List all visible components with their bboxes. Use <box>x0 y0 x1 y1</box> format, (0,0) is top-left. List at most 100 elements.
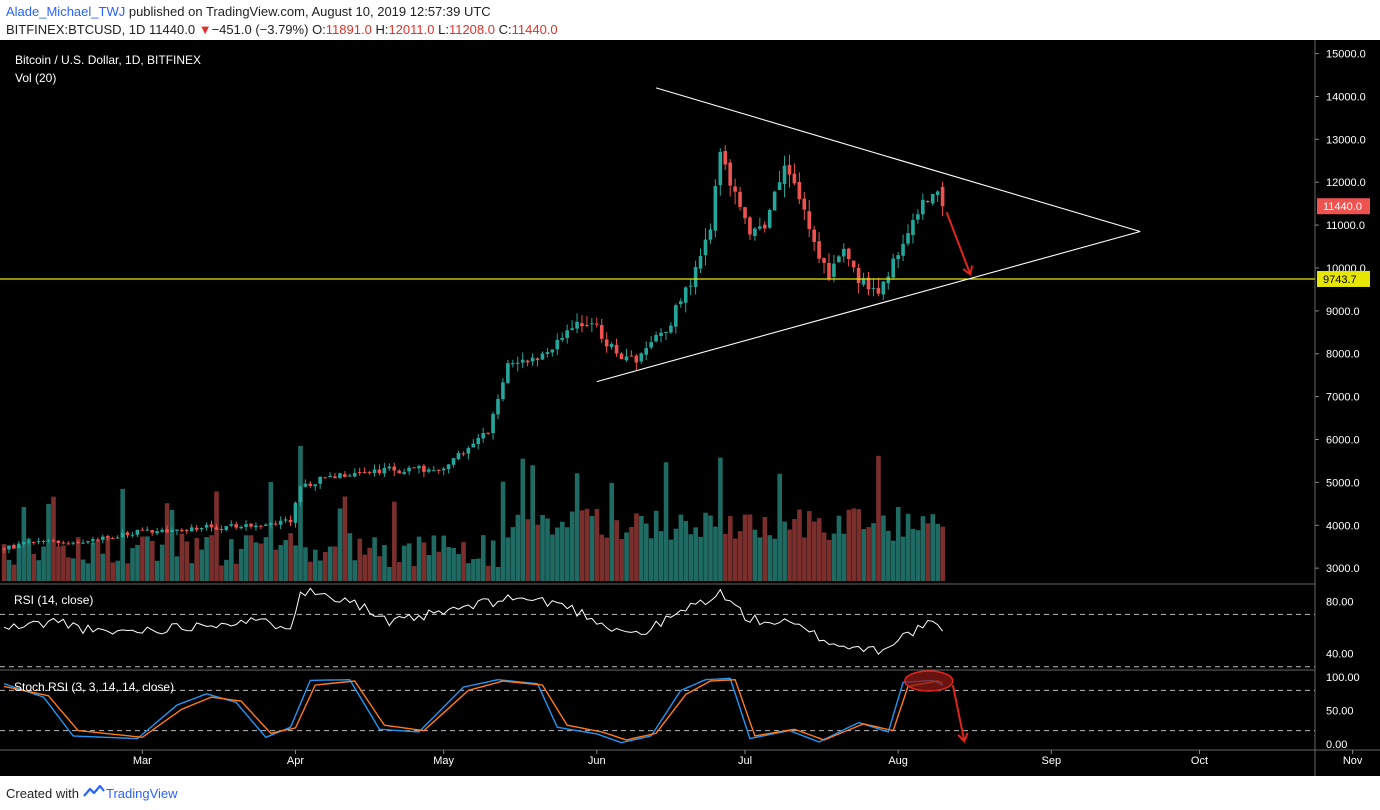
candle-body <box>362 471 367 473</box>
volume-bar <box>668 539 674 581</box>
candle-body <box>412 467 416 469</box>
candle-body <box>614 344 619 354</box>
volume-bar <box>930 514 936 581</box>
volume-bar <box>639 515 644 581</box>
candle-body <box>165 529 169 533</box>
candle-body <box>674 305 678 327</box>
candle-body <box>318 477 322 484</box>
candle-body <box>866 277 871 290</box>
volume-bar <box>387 566 392 581</box>
low-value: 11208.0 <box>448 22 495 37</box>
y-tick-label: 8000.0 <box>1326 349 1360 361</box>
candle-body <box>451 458 456 465</box>
volume-bar <box>841 533 847 581</box>
volume-bar <box>777 473 782 581</box>
candle-body <box>772 191 777 211</box>
triangle-lower-line <box>596 230 1141 383</box>
candle-body <box>254 525 258 528</box>
close-label: C: <box>498 22 512 37</box>
volume-bar <box>520 458 526 581</box>
volume-bar <box>609 482 615 581</box>
volume-bar <box>663 462 669 581</box>
volume-bar <box>31 553 37 581</box>
candle-body <box>343 474 347 477</box>
candle-body <box>234 524 238 528</box>
volume-bar <box>569 511 575 581</box>
volume-bar <box>327 546 333 581</box>
volume-bar <box>288 533 293 581</box>
candle-body <box>110 538 115 540</box>
volume-bar <box>238 548 244 581</box>
volume-bar <box>480 535 486 581</box>
created-with-text: Created with <box>6 786 79 801</box>
volume-bar <box>66 557 71 581</box>
volume-bar <box>678 514 684 581</box>
volume-bar <box>797 509 802 581</box>
volume-bar <box>490 540 496 581</box>
volume-bar <box>115 560 121 581</box>
x-tick-label: Nov <box>1343 755 1363 767</box>
candle-body <box>550 349 555 353</box>
candle-body <box>7 545 11 550</box>
volume-bar <box>866 527 871 581</box>
candle-body <box>392 466 397 471</box>
volume-bar <box>747 514 753 581</box>
volume-bar <box>154 560 160 581</box>
candle-body <box>649 342 653 348</box>
chart-canvas[interactable]: 3000.0 4000.0 5000.0 6000.0 7000.0 8000.0 9000… <box>0 40 1380 776</box>
candle-body <box>81 542 85 544</box>
candle-body <box>930 193 935 204</box>
candle-body <box>698 256 703 269</box>
candle-body <box>555 339 560 350</box>
volume-bar <box>352 560 358 581</box>
candle-body <box>436 469 441 471</box>
volume-bar <box>540 514 545 581</box>
volume-bar <box>426 555 432 581</box>
candle-body <box>565 330 569 338</box>
candle-body <box>427 469 431 472</box>
candle-body <box>446 464 451 470</box>
volume-bar <box>792 519 797 581</box>
candle-body <box>461 453 466 455</box>
candle-body <box>693 267 698 287</box>
tradingview-link[interactable]: TradingView <box>106 786 178 801</box>
candle-body <box>175 529 179 531</box>
candle-body <box>678 301 683 305</box>
volume-bar <box>347 533 353 581</box>
candle-body <box>753 228 757 237</box>
volume-bar <box>322 551 328 581</box>
candle-body <box>194 527 199 530</box>
candle-body <box>728 162 732 186</box>
candle-body <box>180 529 184 531</box>
volume-bar <box>258 543 264 581</box>
volume-bar <box>757 537 763 581</box>
volume-bar <box>401 545 407 581</box>
candle-body <box>417 466 421 469</box>
candle-body <box>422 465 426 472</box>
candle-body <box>352 472 357 477</box>
candle-body <box>140 529 145 531</box>
volume-bar <box>935 523 941 581</box>
volume-bar <box>461 542 466 581</box>
volume-bar <box>357 538 363 581</box>
rsi-line <box>3 587 943 655</box>
candle-body <box>328 475 332 478</box>
candle-body <box>886 276 891 284</box>
candle-body <box>925 201 930 203</box>
rsi-tick-label: 80.00 <box>1326 596 1354 608</box>
volume-bar <box>836 515 842 581</box>
volume-bar <box>342 496 348 581</box>
price-label-box <box>1317 270 1370 287</box>
candle-body <box>155 531 159 534</box>
volume-bar <box>159 544 165 581</box>
volume-bar <box>436 551 442 581</box>
author-link[interactable]: Alade_Michael_TWJ <box>6 4 126 19</box>
candle-body <box>456 453 461 460</box>
volume-bar <box>233 563 239 581</box>
candle-body <box>115 537 120 539</box>
volume-bars <box>1 446 945 581</box>
candle-body <box>822 258 826 263</box>
volume-bar <box>135 544 140 581</box>
volume-bar <box>105 536 111 581</box>
candle-body <box>940 186 945 207</box>
